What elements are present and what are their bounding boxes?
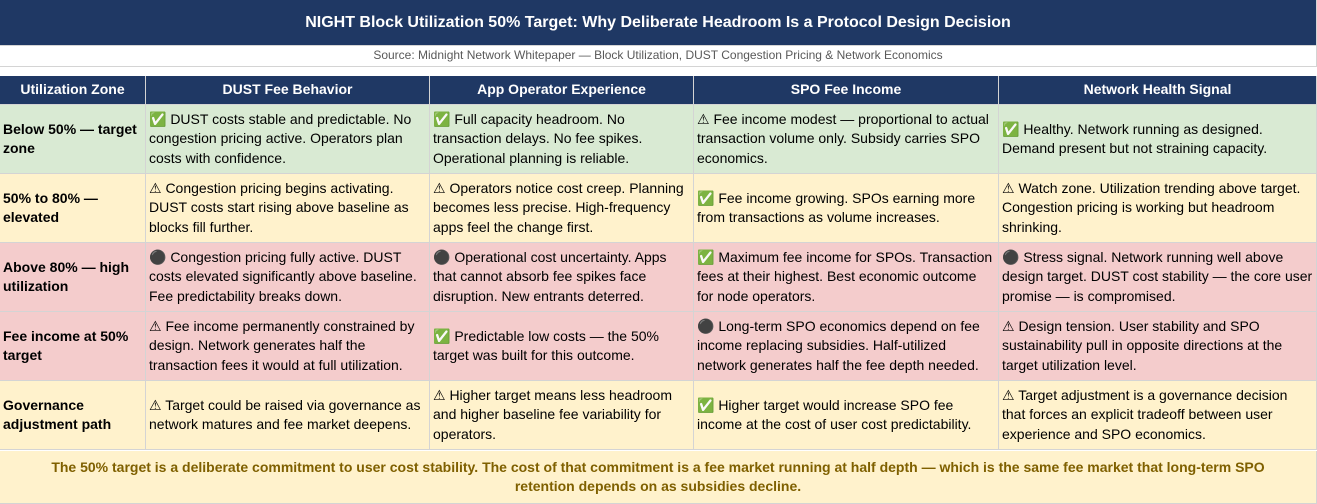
table-cell: ⚫ Congestion pricing fully active. DUST … — [146, 243, 430, 312]
column-header: Utilization Zone — [0, 76, 146, 105]
row-label: Below 50% — target zone — [0, 105, 146, 174]
row-label: Fee income at 50% target — [0, 312, 146, 381]
footer-note: The 50% target is a deliberate commitmen… — [0, 451, 1317, 504]
column-header: Network Health Signal — [999, 76, 1317, 105]
table-cell: ⚠ Higher target means less headroom and … — [430, 381, 694, 450]
table-cell: ⚠ Congestion pricing begins activating. … — [146, 174, 430, 243]
table-cell: ✅ Healthy. Network running as designed. … — [999, 105, 1317, 174]
table-cell: ✅ Maximum fee income for SPOs. Transacti… — [694, 243, 999, 312]
table-cell: ⚠ Operators notice cost creep. Planning … — [430, 174, 694, 243]
column-header: SPO Fee Income — [694, 76, 999, 105]
table-cell: ⚠ Target adjustment is a governance deci… — [999, 381, 1317, 450]
table-cell: ✅ Predictable low costs — the 50% target… — [430, 312, 694, 381]
row-label: Governance adjustment path — [0, 381, 146, 450]
table-cell: ✅ DUST costs stable and predictable. No … — [146, 105, 430, 174]
table-cell: ⚫ Stress signal. Network running well ab… — [999, 243, 1317, 312]
title: NIGHT Block Utilization 50% Target: Why … — [0, 0, 1317, 46]
table-cell: ⚠ Fee income modest — proportional to ac… — [694, 105, 999, 174]
row-label: 50% to 80% — elevated — [0, 174, 146, 243]
column-header: App Operator Experience — [430, 76, 694, 105]
column-header: DUST Fee Behavior — [146, 76, 430, 105]
table-cell: ✅ Higher target would increase SPO fee i… — [694, 381, 999, 450]
source: Source: Midnight Network Whitepaper — Bl… — [0, 46, 1317, 67]
table-cell: ⚠ Fee income permanently constrained by … — [146, 312, 430, 381]
row-label: Above 80% — high utilization — [0, 243, 146, 312]
table-cell: ✅ Full capacity headroom. No transaction… — [430, 105, 694, 174]
table-cell: ✅ Fee income growing. SPOs earning more … — [694, 174, 999, 243]
table-cell: ⚠ Design tension. User stability and SPO… — [999, 312, 1317, 381]
table-cell: ⚠ Target could be raised via governance … — [146, 381, 430, 450]
table-cell: ⚫ Long-term SPO economics depend on fee … — [694, 312, 999, 381]
table-cell: ⚠ Watch zone. Utilization trending above… — [999, 174, 1317, 243]
table-cell: ⚫ Operational cost uncertainty. Apps tha… — [430, 243, 694, 312]
